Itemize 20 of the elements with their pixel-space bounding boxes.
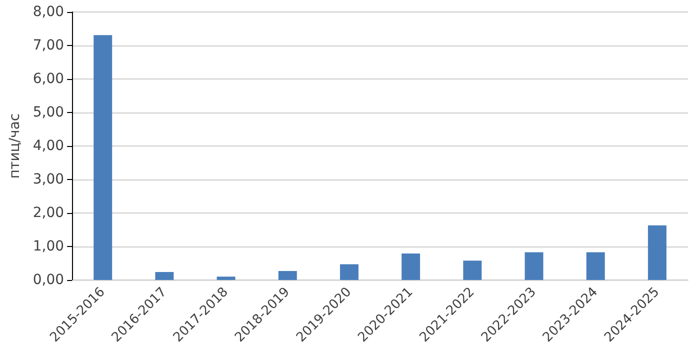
y-tick-label: 4,00 <box>32 138 64 154</box>
bar <box>586 252 605 280</box>
bar <box>463 260 482 280</box>
y-tick-label: 1,00 <box>32 238 64 254</box>
y-tick-label: 3,00 <box>32 172 64 188</box>
y-tick-label: 8,00 <box>32 4 64 20</box>
bar <box>94 35 112 280</box>
y-tick-label: 5,00 <box>32 104 64 120</box>
y-axis-title: птиц/час <box>7 113 23 179</box>
y-tick-label: 7,00 <box>32 38 64 54</box>
bar <box>216 276 236 280</box>
bar <box>278 270 297 280</box>
bar <box>648 225 666 280</box>
y-tick-label: 6,00 <box>32 71 64 87</box>
bar <box>340 264 358 280</box>
bar <box>402 254 420 280</box>
y-tick-label: 2,00 <box>32 205 64 221</box>
bar <box>524 252 544 280</box>
y-tick-label: 0,00 <box>32 272 64 288</box>
bar <box>155 272 174 280</box>
